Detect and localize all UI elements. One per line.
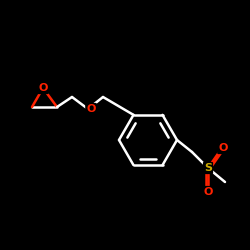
Text: O: O xyxy=(38,83,48,93)
Text: O: O xyxy=(86,104,96,114)
Text: O: O xyxy=(218,143,228,153)
Text: S: S xyxy=(204,163,212,173)
Text: O: O xyxy=(203,187,213,197)
